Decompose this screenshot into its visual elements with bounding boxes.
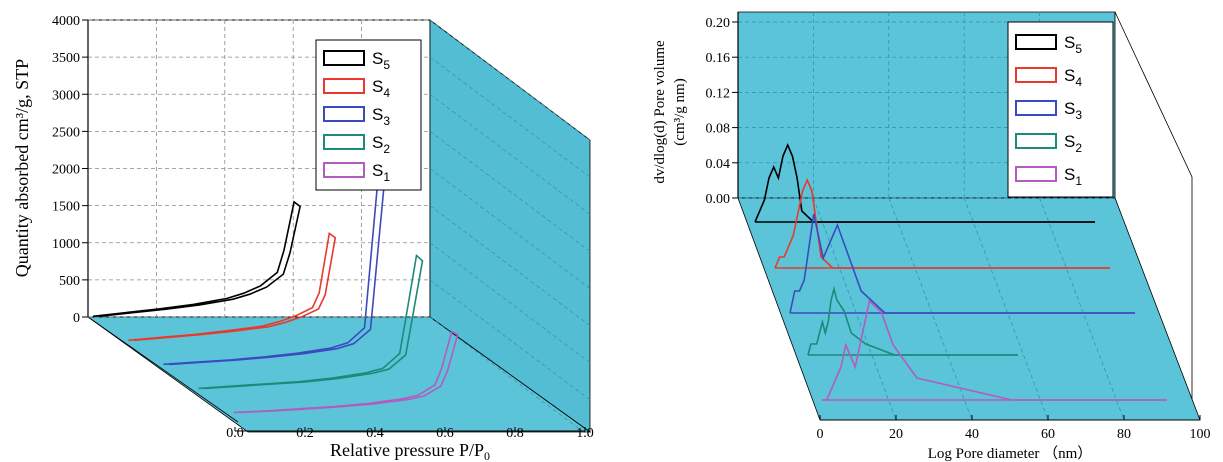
- x-tick-label: 100: [1190, 427, 1211, 442]
- chart-pore-distribution: 0.00 0.04 0.08 0.12 0.16 0.20 0 20 40 60 80 100 Log …: [652, 12, 1211, 462]
- legend-label-main: S: [372, 49, 383, 68]
- x-tick-label: 0.8: [506, 426, 524, 441]
- x-tick-label: 40: [965, 427, 979, 442]
- legend-label-sub: 4: [1075, 75, 1082, 89]
- legend-label-sub: 1: [1075, 174, 1082, 188]
- legend-label-sub: 2: [383, 142, 390, 156]
- y-axis-label-line2: (cm³/g nm): [672, 78, 688, 145]
- x-tick-label: 80: [1117, 427, 1131, 442]
- legend-label-main: S: [1064, 99, 1075, 118]
- legend: [316, 40, 421, 190]
- legend-label-main: S: [372, 105, 383, 124]
- legend-label-sub: 1: [383, 170, 390, 184]
- x-axis-label-main: Relative pressure P/P: [330, 440, 484, 460]
- y-tick-label: 0: [73, 311, 80, 326]
- chart-isotherm: 0 500 1000 1500 2000 2500 3000 3500 4000 0.0 0.2 0.…: [12, 14, 594, 462]
- legend-label-sub: 3: [383, 114, 390, 128]
- y-tick-label: 1000: [52, 237, 80, 252]
- legend-label-main: S: [1064, 66, 1075, 85]
- x-tick-label: 0: [817, 427, 824, 442]
- y-tick-label: 0.12: [706, 86, 731, 101]
- x-tick-label: 1.0: [576, 426, 594, 441]
- y-tick-label: 1500: [52, 200, 80, 215]
- x-tick-label: 0.6: [436, 426, 454, 441]
- y-tick-label: 0.04: [706, 157, 731, 172]
- y-tick-label: 0.08: [706, 122, 731, 137]
- x-axis-label: Log Pore diameter （nm）: [928, 445, 1093, 462]
- x-tick-label: 60: [1041, 427, 1055, 442]
- legend-label-sub: 4: [383, 86, 390, 100]
- y-tick-label: 2000: [52, 163, 80, 178]
- y-axis-label: Quantity absorbed cm³/g, STP: [12, 59, 32, 277]
- legend-label-sub: 2: [1075, 141, 1082, 155]
- x-axis-label: Relative pressure P/P0: [330, 440, 490, 462]
- y-tick-label: 3000: [52, 88, 80, 103]
- x-axis-label-sub: 0: [484, 449, 490, 462]
- legend-label-main: S: [1064, 33, 1075, 52]
- legend-label-main: S: [372, 77, 383, 96]
- x-tick-label: 0.4: [366, 426, 384, 441]
- x-tick-label: 20: [889, 427, 903, 442]
- legend-label-main: S: [1064, 132, 1075, 151]
- legend-label-main: S: [372, 133, 383, 152]
- y-tick-label: 0.20: [706, 16, 731, 31]
- x-tick-label: 0.2: [296, 426, 314, 441]
- y-tick-label: 0.00: [706, 192, 731, 207]
- legend-label-sub: 5: [383, 58, 390, 72]
- y-tick-label: 4000: [52, 14, 80, 29]
- y-tick-label: 0.16: [706, 51, 731, 66]
- legend-label-sub: 5: [1075, 42, 1082, 56]
- legend-label-main: S: [372, 161, 383, 180]
- y-axis-label-line1: dv/dlog(d) Pore volume: [652, 40, 668, 184]
- y-tick-label: 500: [59, 274, 80, 289]
- x-tick-label: 0.0: [226, 426, 244, 441]
- legend-label-sub: 3: [1075, 108, 1082, 122]
- y-tick-label: 3500: [52, 51, 80, 66]
- legend-label-main: S: [1064, 165, 1075, 184]
- y-tick-label: 2500: [52, 125, 80, 140]
